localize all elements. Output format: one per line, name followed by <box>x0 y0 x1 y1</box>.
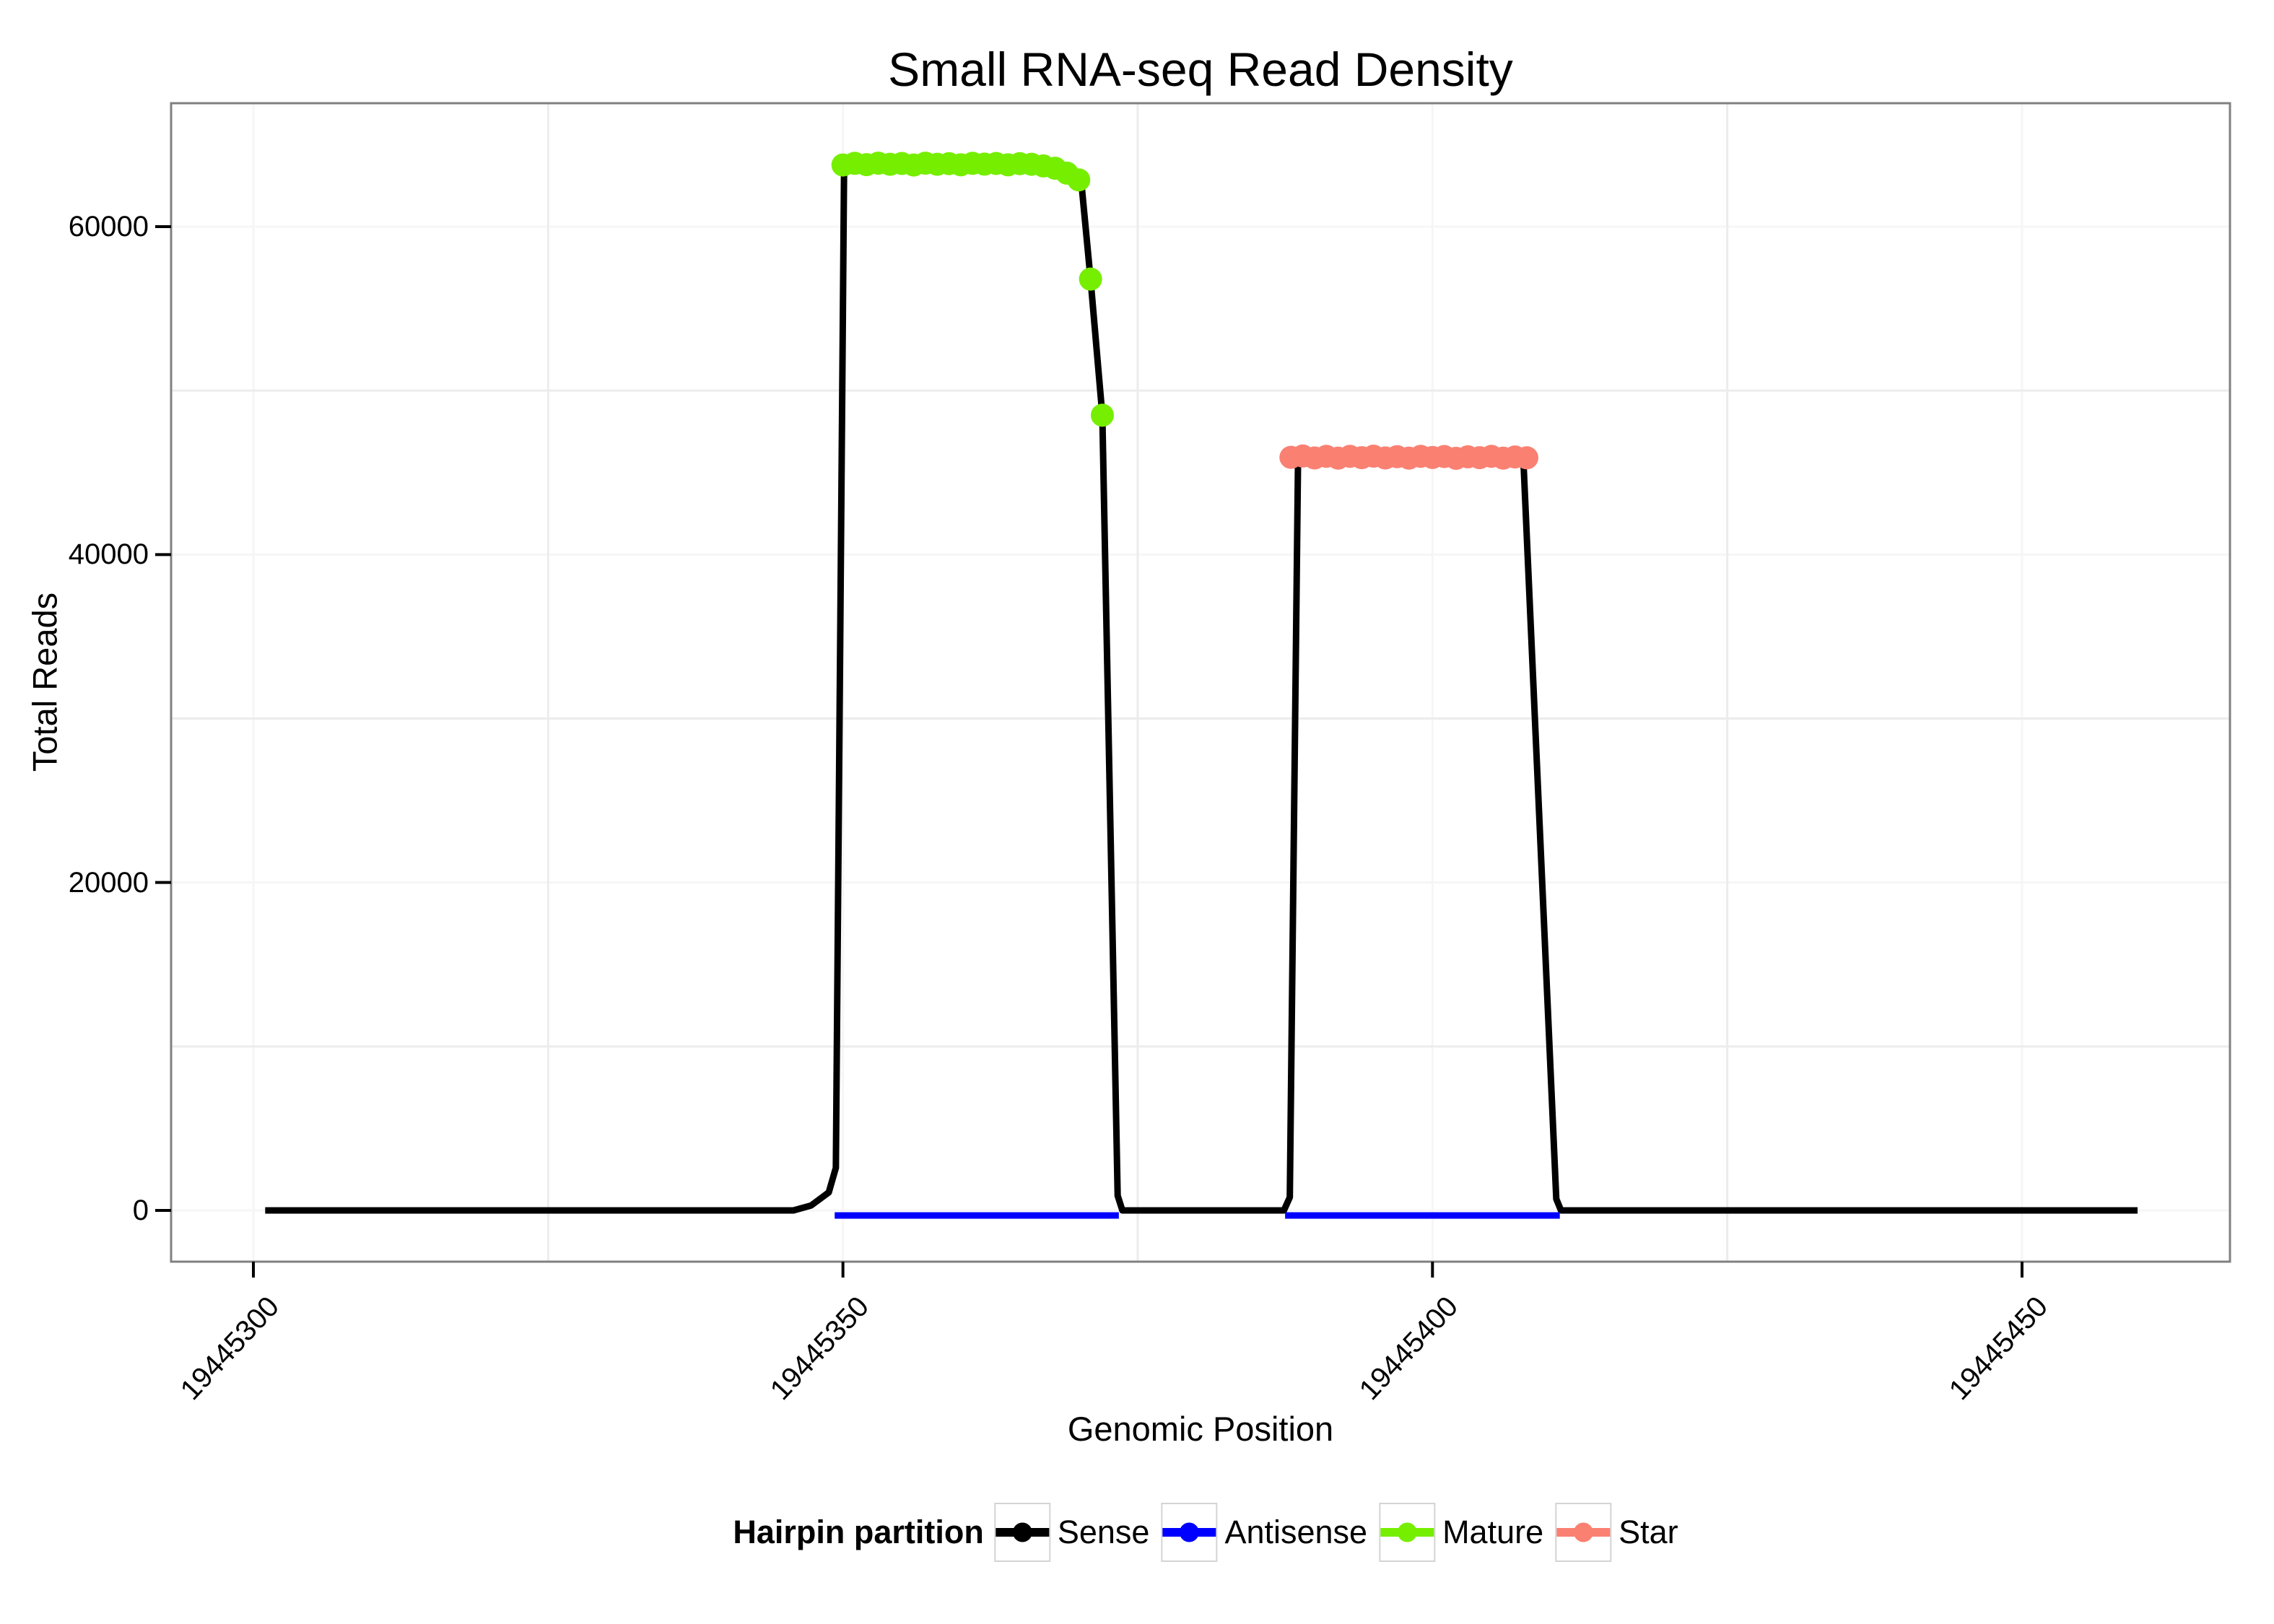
legend: Hairpin partition Sense Antisense Mature St… <box>733 1503 1689 1562</box>
legend-item-antisense: Antisense <box>1161 1503 1367 1562</box>
legend-key-dot <box>1179 1522 1199 1542</box>
legend-key-sense-icon <box>993 1503 1050 1562</box>
legend-key-antisense-icon <box>1161 1503 1218 1562</box>
legend-item-mature: Mature <box>1379 1503 1543 1562</box>
legend-label: Sense <box>1057 1514 1150 1550</box>
y-axis-title: Total Reads <box>25 592 64 772</box>
series-star-point <box>1515 446 1538 470</box>
legend-key-star-icon <box>1555 1503 1612 1562</box>
series-mature-point <box>1067 168 1091 192</box>
series-mature-point <box>1090 403 1114 427</box>
y-tick-label: 20000 <box>68 866 149 899</box>
legend-key-dot <box>1573 1522 1593 1542</box>
legend-title: Hairpin partition <box>733 1514 984 1550</box>
legend-label: Mature <box>1442 1514 1544 1550</box>
series-mature-point <box>1079 267 1102 291</box>
legend-key-dot <box>1012 1522 1032 1542</box>
legend-label: Star <box>1619 1514 1678 1550</box>
panel-border <box>170 102 2231 1263</box>
legend-items: Sense Antisense Mature Star <box>993 1503 1690 1562</box>
x-axis-title: Genomic Position <box>1067 1410 1334 1448</box>
legend-item-sense: Sense <box>993 1503 1150 1562</box>
y-tick-label: 0 <box>132 1195 149 1226</box>
chart-title: Small RNA-seq Read Density <box>888 43 1513 96</box>
y-tick-label: 40000 <box>68 538 149 571</box>
legend-label: Antisense <box>1224 1514 1368 1550</box>
legend-key-dot <box>1397 1522 1417 1542</box>
series-sense-line <box>265 161 2138 1214</box>
legend-item-star: Star <box>1555 1503 1678 1562</box>
y-tick-label: 60000 <box>68 210 149 243</box>
legend-key-mature-icon <box>1379 1503 1436 1562</box>
